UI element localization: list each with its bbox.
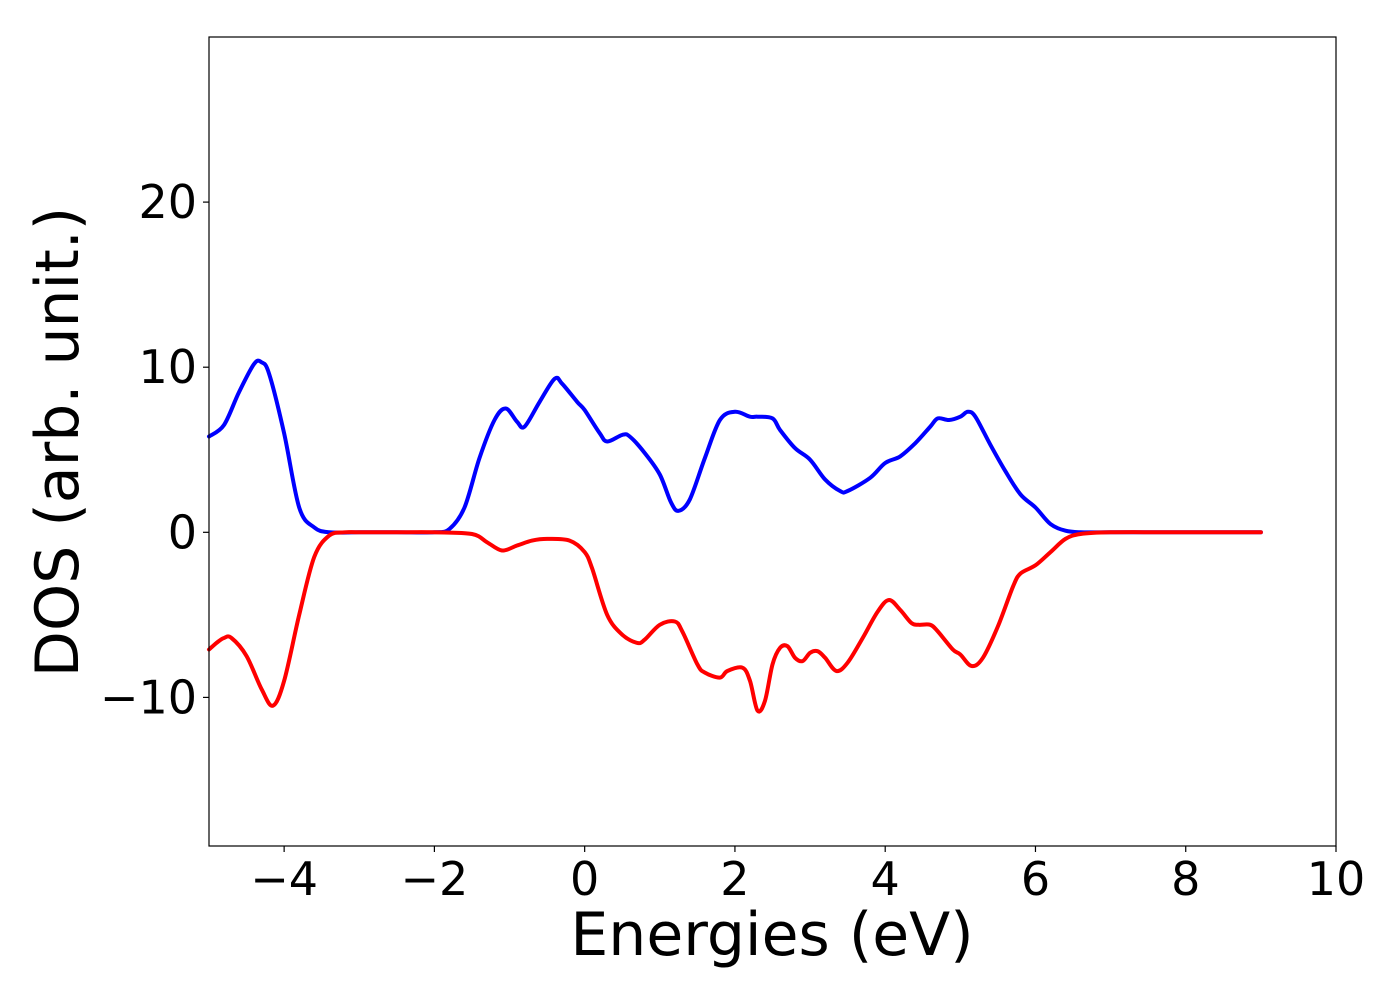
y-tick-label: 0	[168, 505, 197, 559]
x-tick-label: −4	[250, 852, 318, 906]
y-tick-label: 10	[138, 340, 197, 394]
y-tick-label: 20	[138, 175, 197, 229]
x-axis-label: Energies (eV)	[570, 900, 973, 970]
y-tick-label: −10	[100, 670, 197, 724]
x-tick-label: 10	[1307, 852, 1366, 906]
y-axis-ticks: −10 0 10 20	[100, 175, 209, 724]
x-tick-label: 8	[1171, 852, 1200, 906]
plot-area-frame	[208, 36, 1337, 847]
x-tick-label: 6	[1021, 852, 1050, 906]
x-axis-ticks: −4 −2 0 2 4 6 8 10	[250, 846, 1365, 906]
series-layer	[207, 358, 1263, 714]
x-tick-label: 4	[871, 852, 900, 906]
y-axis-label: DOS (arb. unit.)	[23, 207, 93, 677]
x-tick-label: 0	[570, 852, 599, 906]
x-tick-label: −2	[400, 852, 468, 906]
x-tick-label: 2	[720, 852, 749, 906]
dos-series-line-2	[207, 530, 1263, 714]
